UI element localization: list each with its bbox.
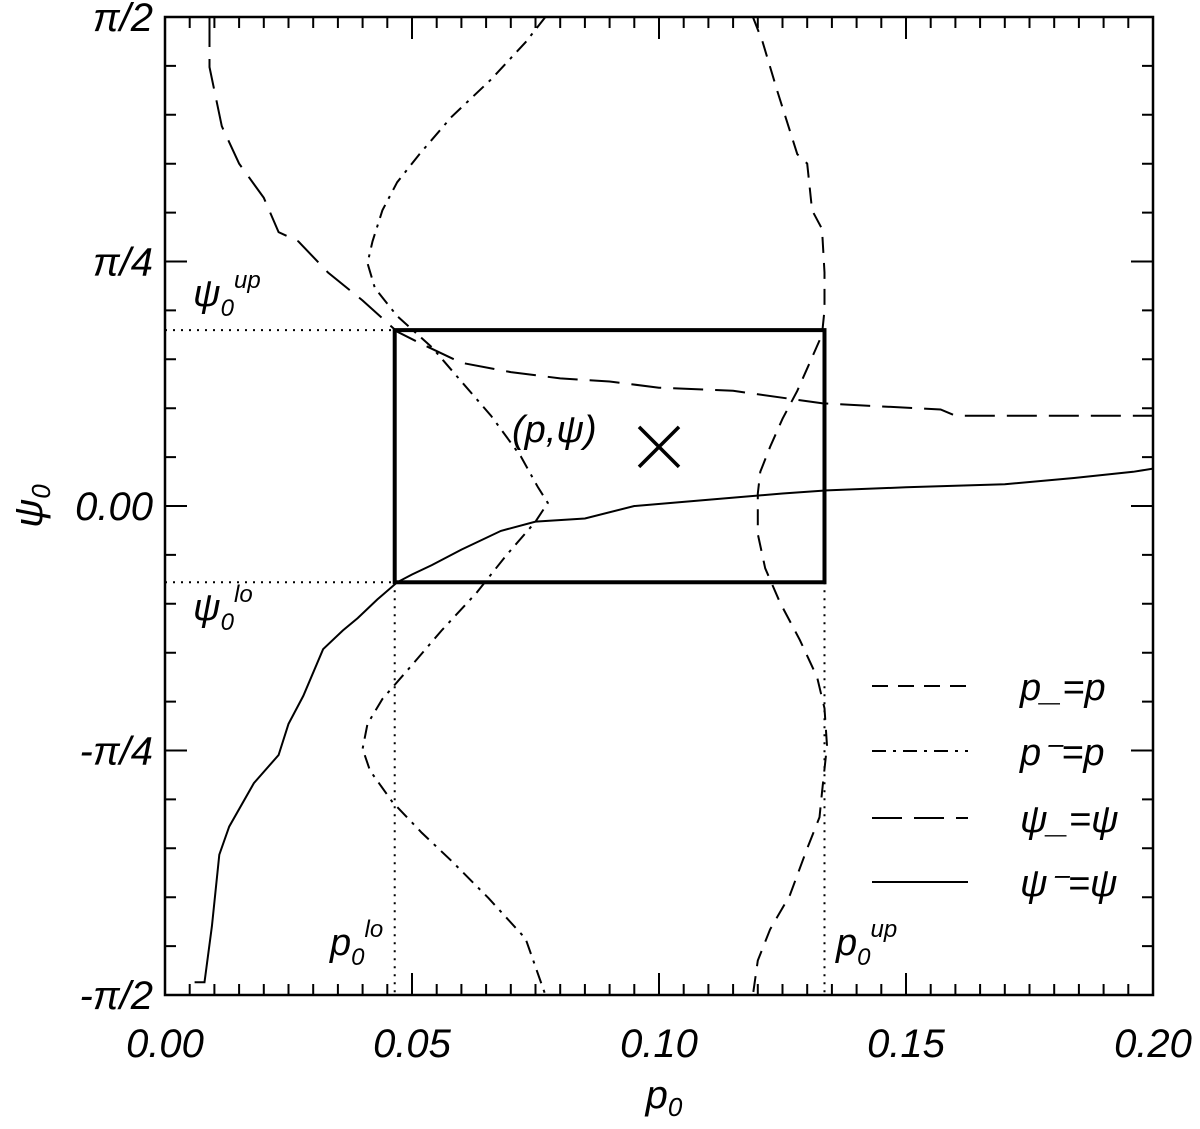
plot-content bbox=[165, 16, 1154, 996]
y-tick-label: π/2 bbox=[93, 0, 153, 40]
x-axis-title-main: p bbox=[645, 1073, 668, 1117]
axis-ticks bbox=[164, 16, 1154, 996]
y-axis-title-main: ψ bbox=[7, 499, 51, 528]
y-tick-label: 0.00 bbox=[75, 485, 153, 529]
legend-label: p⁻=p bbox=[1019, 732, 1105, 774]
psi0-up-label-main: ψ bbox=[193, 273, 221, 315]
x-axis-title-sub: 0 bbox=[668, 1092, 683, 1122]
p0-up-label-main: p bbox=[835, 922, 857, 964]
legend-entry-psi-plus: ψ⁻=ψ bbox=[872, 863, 1118, 905]
point-marker bbox=[637, 425, 681, 469]
x-axis-title: p0 bbox=[645, 1073, 683, 1122]
legend-entry-p-plus: p⁻=p bbox=[872, 732, 1105, 774]
y-axis-title-sub: 0 bbox=[26, 484, 56, 499]
p0-up-label-sub: 0 bbox=[857, 944, 871, 971]
x-tick-label: 0.00 bbox=[126, 1022, 204, 1066]
psi0-up-label: ψ0up bbox=[193, 267, 261, 322]
legend-entry-psi-minus: ψ_=ψ bbox=[872, 799, 1119, 841]
legend-label: ψ⁻=ψ bbox=[1020, 863, 1118, 905]
psi0-up-label-sub: 0 bbox=[221, 295, 235, 322]
legend-label: p_=p bbox=[1019, 667, 1106, 709]
p0-up-label-sup: up bbox=[871, 916, 898, 943]
psi0-lo-label-sub: 0 bbox=[221, 609, 235, 636]
series-line-long-dashed bbox=[208, 17, 1153, 417]
p0-up-label: p0up bbox=[835, 916, 897, 971]
y-tick-label: -π/4 bbox=[80, 730, 153, 774]
annotations: (p,ψ) ψ0up ψ0lo p0lo p0up bbox=[193, 267, 897, 971]
p0-lo-label-sup: lo bbox=[365, 916, 384, 943]
p0-lo-label: p0lo bbox=[329, 916, 383, 971]
y-tick-label: π/4 bbox=[93, 241, 153, 285]
psi0-lo-label-sup: lo bbox=[234, 581, 253, 608]
x-tick-label: 0.20 bbox=[1114, 1022, 1192, 1066]
legend-label: ψ_=ψ bbox=[1020, 799, 1119, 841]
x-tick-label: 0.05 bbox=[373, 1022, 452, 1066]
tick-labels: 0.00 0.05 0.10 0.15 0.20 -π/2 -π/4 0.00 π/4 π/2 bbox=[75, 0, 1192, 1066]
x-tick-label: 0.10 bbox=[620, 1022, 698, 1066]
plot-frame bbox=[163, 15, 1155, 997]
y-tick-label: -π/2 bbox=[80, 974, 153, 1018]
psi0-lo-label-main: ψ bbox=[193, 587, 221, 629]
legend: p_=p p⁻=p ψ_=ψ ψ⁻=ψ bbox=[872, 667, 1119, 905]
psi0-lo-label: ψ0lo bbox=[193, 581, 253, 636]
legend-entry-p-minus: p_=p bbox=[872, 667, 1106, 709]
uncertainty-region-box bbox=[392, 328, 827, 585]
point-label: (p,ψ) bbox=[512, 409, 597, 451]
psi0-up-label-sup: up bbox=[234, 267, 261, 294]
series-line-dash-dot bbox=[361, 16, 549, 996]
p0-lo-label-main: p bbox=[329, 922, 351, 964]
series-line-dashed bbox=[751, 16, 829, 996]
p0-lo-label-sub: 0 bbox=[351, 944, 365, 971]
y-axis-title: ψ0 bbox=[7, 484, 56, 528]
x-tick-label: 0.15 bbox=[867, 1022, 946, 1066]
series-line-solid bbox=[194, 467, 1154, 984]
